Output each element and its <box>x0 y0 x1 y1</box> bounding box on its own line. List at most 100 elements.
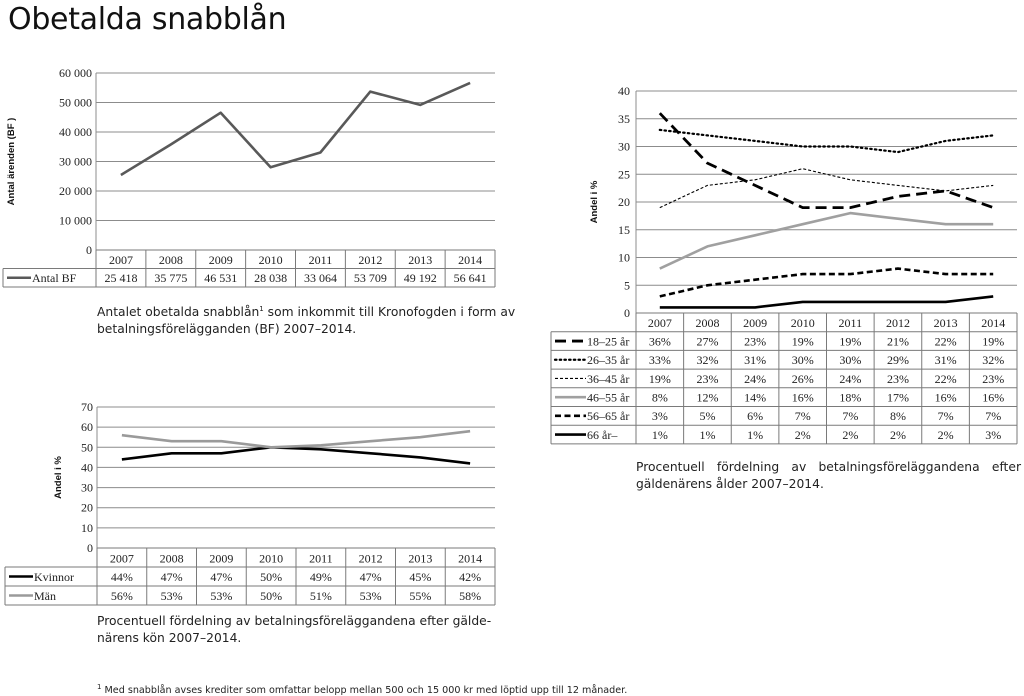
legend-label: 36–45 år <box>587 372 629 386</box>
table-cell-value: 12% <box>696 390 718 404</box>
series-line-antal-bf <box>120 81 471 177</box>
x-tick-label: 2014 <box>458 253 482 267</box>
table-cell-value: 53% <box>360 589 382 603</box>
table-cell-value: 56 641 <box>454 271 487 285</box>
x-tick-label: 2011 <box>309 552 333 566</box>
legend-label: 18–25 år <box>587 334 629 348</box>
x-tick-label: 2013 <box>408 552 432 566</box>
table-cell-value: 33% <box>649 353 671 367</box>
table-cell-value: 2% <box>795 428 811 442</box>
table-cell-value: 1% <box>747 428 763 442</box>
caption-antal-bf: Antalet obetalda snabblån1 som inkommit … <box>97 301 517 338</box>
footnote-mark: 1 <box>97 683 102 691</box>
y-tick-label: 20 000 <box>59 184 92 198</box>
y-tick-label: 60 000 <box>59 66 92 80</box>
table-cell-value: 31% <box>744 353 766 367</box>
y-tick-label: 0 <box>86 243 92 257</box>
table-cell-value: 1% <box>652 428 668 442</box>
table-cell-value: 16% <box>935 390 957 404</box>
table-cell-value: 25 418 <box>104 271 137 285</box>
table-cell-value: 7% <box>842 409 858 423</box>
table-cell-value: 18% <box>839 390 861 404</box>
table-cell-value: 28 038 <box>254 271 287 285</box>
table-cell-value: 3% <box>985 428 1001 442</box>
legend-label: Antal BF <box>32 271 77 285</box>
caption-kon: Procentuell fördelning av betalningsföre… <box>97 614 492 645</box>
table-cell-value: 7% <box>938 409 954 423</box>
x-tick-label: 2008 <box>160 552 184 566</box>
x-tick-label: 2013 <box>934 316 958 330</box>
y-tick-label: 30 <box>618 140 630 154</box>
series-line-56-65-r <box>659 267 994 298</box>
legend-label: 66 år– <box>587 428 618 442</box>
table-cell-value: 7% <box>795 409 811 423</box>
table-cell-value: 7% <box>985 409 1001 423</box>
y-tick-label: 0 <box>624 306 630 320</box>
x-tick-label: 2010 <box>259 253 283 267</box>
x-tick-label: 2007 <box>109 253 133 267</box>
table-cell-value: 19% <box>839 334 861 348</box>
table-cell-value: 33 064 <box>304 271 337 285</box>
legend-label: 56–65 år <box>587 409 629 423</box>
series-line-36-45-r <box>659 168 994 209</box>
table-cell-value: 23% <box>887 372 909 386</box>
y-tick-label: 30 000 <box>59 155 92 169</box>
table-cell-value: 27% <box>696 334 718 348</box>
x-tick-label: 2010 <box>259 552 283 566</box>
x-tick-label: 2014 <box>458 552 482 566</box>
table-cell-value: 50% <box>260 570 282 584</box>
table-cell-value: 23% <box>696 372 718 386</box>
table-cell-value: 53% <box>210 589 232 603</box>
y-tick-label: 70 <box>81 400 93 414</box>
series-line-18-25-r <box>658 112 994 210</box>
footnote-ref: 1 <box>259 305 264 313</box>
table-cell-value: 2% <box>842 428 858 442</box>
y-tick-label: 35 <box>618 112 630 126</box>
x-tick-label: 2008 <box>159 253 183 267</box>
table-cell-value: 3% <box>652 409 668 423</box>
table-cell-value: 47% <box>360 570 382 584</box>
table-cell-value: 16% <box>792 390 814 404</box>
x-tick-label: 2012 <box>886 316 910 330</box>
y-tick-label: 40 <box>81 460 93 474</box>
table-cell-value: 16% <box>982 390 1004 404</box>
series-line-66-r- <box>659 295 994 309</box>
table-cell-value: 17% <box>887 390 909 404</box>
x-tick-label: 2009 <box>209 253 233 267</box>
table-cell-value: 23% <box>744 334 766 348</box>
page-title: Obetalda snabblån <box>8 2 287 37</box>
y-tick-label: 5 <box>624 278 630 292</box>
x-tick-label: 2014 <box>981 316 1005 330</box>
y-tick-label: 20 <box>618 195 630 209</box>
table-cell-value: 53 709 <box>354 271 387 285</box>
y-tick-label: 50 000 <box>59 96 92 110</box>
table-cell-value: 35 775 <box>154 271 187 285</box>
caption-alder: Procentuell fördelning av betalningsföre… <box>636 460 1021 491</box>
table-cell-value: 53% <box>161 589 183 603</box>
legend-label: Kvinnor <box>34 570 74 584</box>
x-tick-label: 2007 <box>110 552 134 566</box>
table-cell-value: 22% <box>935 372 957 386</box>
y-axis-label: Andel i % <box>53 456 64 499</box>
series-line-26-35-r <box>658 128 995 154</box>
y-tick-label: 15 <box>618 223 630 237</box>
table-cell-value: 21% <box>887 334 909 348</box>
table-cell-value: 51% <box>310 589 332 603</box>
table-cell-value: 22% <box>935 334 957 348</box>
x-tick-label: 2009 <box>209 552 233 566</box>
x-tick-label: 2012 <box>359 552 383 566</box>
y-tick-label: 40 000 <box>59 125 92 139</box>
table-cell-value: 50% <box>260 589 282 603</box>
caption-text: Antalet obetalda snabblån <box>97 305 260 320</box>
x-tick-label: 2012 <box>358 253 382 267</box>
x-tick-label: 2011 <box>309 253 333 267</box>
y-tick-label: 50 <box>81 440 93 454</box>
x-tick-label: 2013 <box>408 253 432 267</box>
x-tick-label: 2008 <box>695 316 719 330</box>
y-tick-label: 10 <box>618 251 630 265</box>
table-cell-value: 47% <box>161 570 183 584</box>
table-cell-value: 24% <box>744 372 766 386</box>
legend-label: 46–55 år <box>587 390 629 404</box>
table-cell-value: 56% <box>111 589 133 603</box>
table-cell-value: 2% <box>890 428 906 442</box>
